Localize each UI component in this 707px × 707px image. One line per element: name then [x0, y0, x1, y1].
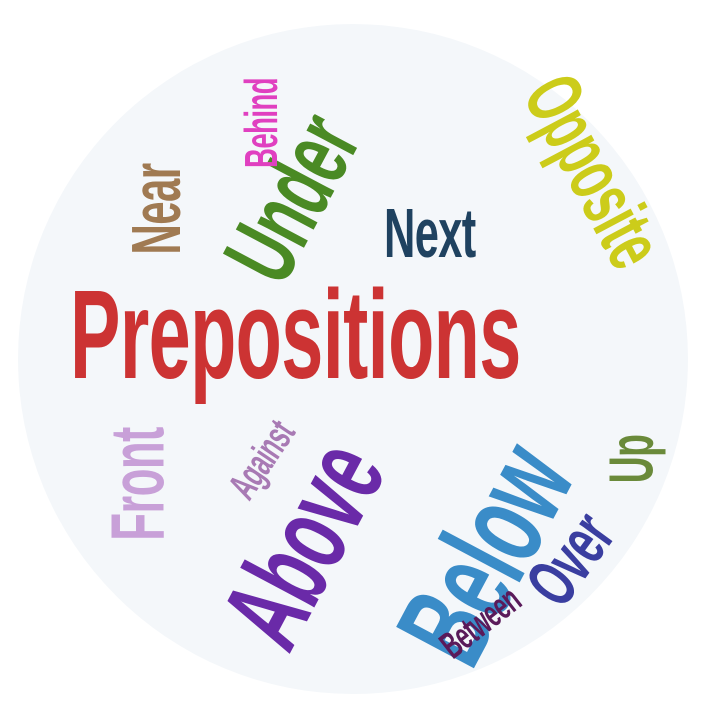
background-circle [18, 24, 688, 694]
word-front: Front [95, 427, 181, 541]
word-up: Up [597, 434, 667, 484]
word-near: Near [116, 163, 195, 255]
word-behind: Behind [234, 78, 287, 168]
word-prepositions: Prepositions [70, 264, 521, 405]
word-next: Next [384, 194, 476, 272]
